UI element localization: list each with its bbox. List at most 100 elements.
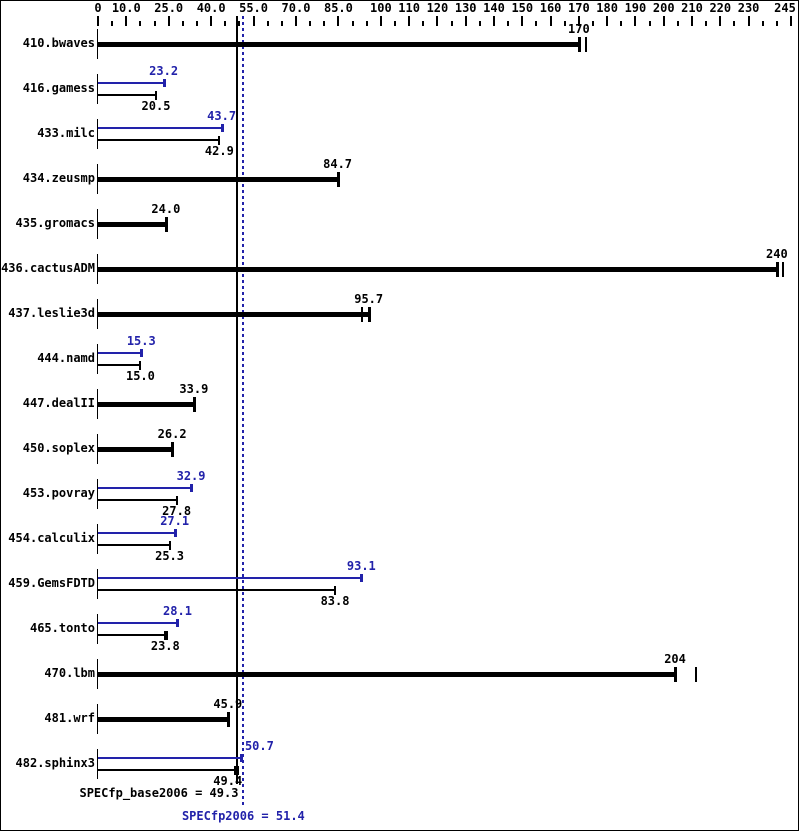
x-axis-major-tick bbox=[295, 16, 297, 26]
row-axis-stub bbox=[97, 209, 98, 239]
x-axis-tick-label: 25.0 bbox=[154, 1, 184, 15]
benchmark-label: 482.sphinx3 bbox=[15, 756, 95, 770]
base-value-label: 83.8 bbox=[320, 594, 350, 608]
base-value-label: 84.7 bbox=[323, 157, 353, 171]
benchmark-label: 481.wrf bbox=[44, 711, 95, 725]
run-tick bbox=[695, 667, 698, 682]
base-bar bbox=[98, 672, 676, 677]
x-axis-minor-tick bbox=[224, 21, 227, 26]
x-axis-minor-tick bbox=[705, 21, 708, 26]
x-axis-minor-tick bbox=[422, 21, 425, 26]
row-axis-stub bbox=[97, 659, 98, 689]
peak-bar-end-tick bbox=[173, 529, 177, 537]
x-axis-major-tick bbox=[662, 16, 665, 26]
base-bar bbox=[98, 634, 166, 636]
base-bar-end-tick bbox=[367, 307, 371, 322]
peak-value-label: 15.3 bbox=[126, 334, 156, 348]
x-axis-minor-tick bbox=[733, 21, 736, 26]
peak-value-label: 93.1 bbox=[346, 559, 376, 573]
row-axis-stub bbox=[97, 299, 98, 329]
base-value-label: 42.9 bbox=[204, 144, 234, 158]
row-axis-stub bbox=[97, 74, 98, 104]
x-axis-major-tick bbox=[747, 16, 750, 26]
base-bar-end-tick bbox=[175, 496, 178, 505]
x-axis-tick-label: 100 bbox=[370, 1, 392, 15]
base-bar bbox=[98, 589, 336, 591]
x-axis-minor-tick bbox=[139, 21, 142, 26]
base-bar-end-tick bbox=[236, 766, 239, 775]
row-axis-stub bbox=[97, 29, 98, 59]
base-bar bbox=[98, 267, 777, 272]
x-axis-minor-tick bbox=[153, 21, 156, 26]
x-axis-minor-tick bbox=[323, 21, 326, 26]
x-axis-tick-label: 120 bbox=[426, 1, 449, 15]
base-value-label: 15.0 bbox=[125, 369, 155, 383]
x-axis-minor-tick bbox=[592, 21, 594, 26]
peak-bar-end-tick bbox=[220, 124, 224, 132]
base-bar-end-tick bbox=[577, 37, 581, 52]
x-axis-major-tick bbox=[719, 16, 722, 26]
row-axis-stub bbox=[97, 479, 98, 509]
row-axis-stub bbox=[97, 614, 98, 644]
x-axis-minor-tick bbox=[535, 21, 538, 26]
x-axis-minor-tick bbox=[761, 21, 764, 26]
x-axis-minor-tick bbox=[676, 21, 679, 26]
x-axis-major-tick bbox=[337, 16, 340, 26]
benchmark-label: 437.leslie3d bbox=[8, 306, 95, 320]
x-axis-minor-tick bbox=[351, 21, 354, 26]
base-bar bbox=[98, 769, 238, 771]
base-value-label: 23.8 bbox=[150, 639, 180, 653]
base-bar-end-tick bbox=[334, 586, 337, 595]
base-bar-end-tick bbox=[139, 361, 142, 370]
peak-mean-label: SPECfp2006 = 51.4 bbox=[181, 809, 305, 823]
run-tick bbox=[781, 262, 784, 277]
base-value-label: 20.5 bbox=[141, 99, 171, 113]
x-axis-major-tick bbox=[210, 16, 213, 26]
row-axis-stub bbox=[97, 254, 98, 284]
x-axis-tick-label: 245 bbox=[774, 1, 796, 15]
peak-value-label: 32.9 bbox=[176, 469, 206, 483]
x-axis-major-tick bbox=[493, 16, 495, 26]
base-bar-end-tick bbox=[192, 397, 196, 412]
row-axis-stub bbox=[97, 389, 98, 419]
base-mean-label: SPECfp_base2006 = 49.3 bbox=[79, 786, 239, 800]
base-mean-line bbox=[236, 16, 239, 784]
x-axis-minor-tick bbox=[775, 21, 778, 26]
benchmark-label: 459.GemsFDTD bbox=[8, 576, 95, 590]
x-axis-major-tick bbox=[634, 16, 637, 26]
base-bar-end-tick bbox=[164, 631, 167, 640]
benchmark-label: 447.dealII bbox=[22, 396, 95, 410]
row-axis-stub bbox=[97, 344, 98, 374]
x-axis-tick-label: 230 bbox=[737, 1, 760, 15]
base-bar bbox=[98, 447, 173, 452]
base-bar bbox=[98, 139, 220, 141]
x-axis-tick-label: 190 bbox=[624, 1, 647, 15]
base-value-label: 170 bbox=[568, 22, 590, 36]
x-axis-tick-label: 140 bbox=[483, 1, 505, 15]
base-bar bbox=[98, 717, 228, 722]
x-axis-tick-label: 40.0 bbox=[196, 1, 226, 15]
base-bar-end-tick bbox=[226, 712, 230, 727]
row-axis-stub bbox=[97, 434, 98, 464]
base-bar bbox=[98, 499, 177, 501]
peak-bar bbox=[98, 757, 242, 759]
benchmark-label: 444.namd bbox=[37, 351, 95, 365]
x-axis-minor-tick bbox=[181, 21, 184, 26]
x-axis-minor-tick bbox=[266, 21, 269, 26]
x-axis-tick-label: 150 bbox=[511, 1, 534, 15]
x-axis-minor-tick bbox=[280, 21, 283, 26]
x-axis-tick-label: 170 bbox=[568, 1, 590, 15]
base-bar-end-tick bbox=[674, 667, 678, 682]
x-axis-tick-label: 55.0 bbox=[239, 1, 269, 15]
x-axis-major-tick bbox=[125, 16, 128, 26]
x-axis-major-tick bbox=[691, 16, 693, 26]
x-axis-minor-tick bbox=[620, 21, 623, 26]
run-tick bbox=[166, 631, 169, 640]
peak-bar-end-tick bbox=[140, 349, 144, 357]
peak-value-label: 50.7 bbox=[244, 739, 274, 753]
benchmark-label: 434.zeusmp bbox=[22, 171, 95, 185]
benchmark-label: 410.bwaves bbox=[22, 36, 95, 50]
peak-bar bbox=[98, 577, 362, 579]
peak-value-label: 43.7 bbox=[207, 109, 237, 123]
